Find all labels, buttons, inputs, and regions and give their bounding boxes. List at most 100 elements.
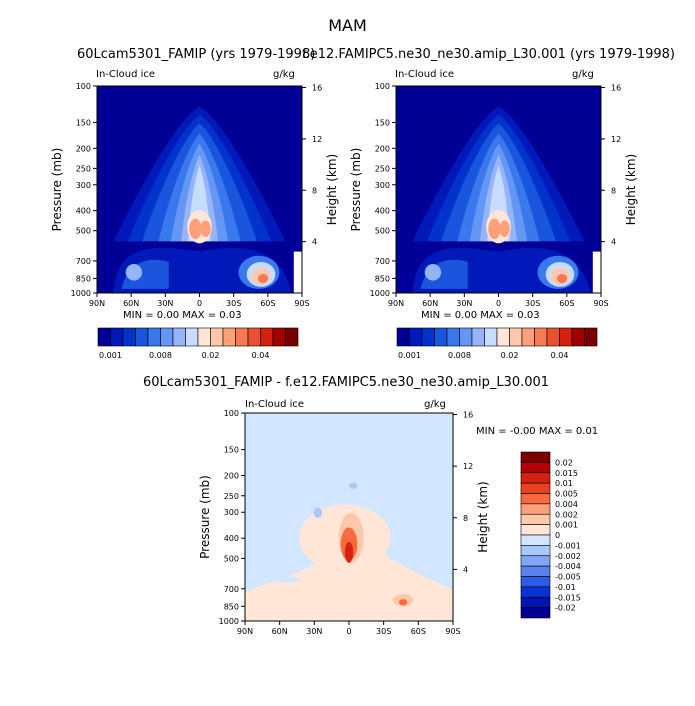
panel1-south-max-4 <box>257 273 269 284</box>
panel1-colorbar-swatch-6 <box>172 327 186 347</box>
panel3-neg-1 <box>313 507 322 519</box>
panel3-ytick-label-2: 200 <box>224 472 239 481</box>
panel1-colorbar-swatch-2 <box>122 327 136 347</box>
panel3-colorbar-label-10: -0.004 <box>555 562 581 571</box>
panel1-ytick-label-3: 250 <box>76 164 91 173</box>
panel2-plot <box>392 85 605 297</box>
panel2-field <box>396 86 601 293</box>
panel2-xtick-label-5: 60S <box>559 299 574 308</box>
panel3-colorbar-swatch-12 <box>520 576 551 588</box>
panel3-xtick-label-5: 60S <box>411 627 426 636</box>
panel3-colorbar-swatch-6 <box>520 513 551 525</box>
panel3-ylabel: Pressure (mb) <box>198 475 212 559</box>
panel2-ytick-label-8: 850 <box>375 274 390 283</box>
panel2-ytick-label-3: 250 <box>375 164 390 173</box>
panel1-colorbar-swatch-8 <box>197 327 211 347</box>
panel2-colorbar-label-2: 0.02 <box>501 351 519 360</box>
panel1-colorbar-swatch-9 <box>210 327 224 347</box>
panel3-ytick-label-7: 700 <box>224 585 239 594</box>
panel3-colorbar-swatch-2 <box>520 472 551 484</box>
panel1-units: g/kg <box>273 69 295 80</box>
panel2-colorbar-swatch-7 <box>484 327 498 347</box>
panel2-colorbar-swatch-8 <box>496 327 510 347</box>
panel2-y2tick-label-0: 16 <box>611 84 621 93</box>
panel1-ylabel: Pressure (mb) <box>50 148 64 232</box>
panel3-field-label: In-Cloud ice <box>245 399 305 410</box>
panel1-xtick-label-5: 60S <box>260 299 275 308</box>
panel2-colorbar-swatch-9 <box>509 327 523 347</box>
panel3-y2tick-label-1: 12 <box>463 462 473 471</box>
panel3-colorbar-label-2: 0.01 <box>555 479 573 488</box>
panel1-colorbar-swatch-10 <box>222 327 236 347</box>
panel3-ytick-label-4: 300 <box>224 508 239 517</box>
panel3-ytick-label-1: 150 <box>224 446 239 455</box>
panel3-colorbar-label-13: -0.015 <box>555 593 581 602</box>
panel2-south-max-4 <box>556 273 568 284</box>
panel2-ytick-label-4: 300 <box>375 181 390 190</box>
panel3-pos-south-core <box>398 599 408 606</box>
panel1-ytick-label-7: 700 <box>76 257 91 266</box>
panel2-y2tick-label-3: 4 <box>611 238 616 247</box>
panel3-colorbar-label-9: -0.002 <box>555 552 581 561</box>
panel3-colorbar-label-7: 0 <box>555 531 560 540</box>
panel2-colorbar-swatch-1 <box>409 327 423 347</box>
panel2-trop-max-3 <box>499 220 510 238</box>
panel1-trop-max-2 <box>189 218 202 240</box>
panel3-xtick-label-0: 90N <box>237 627 253 636</box>
panel2-units: g/kg <box>572 69 594 80</box>
panel1-colorbar-swatch-15 <box>285 327 299 347</box>
panel3-y2tick-label-0: 16 <box>463 411 473 420</box>
panel1-colorbar-swatch-4 <box>147 327 161 347</box>
panel3-colorbar-swatch-15 <box>520 607 551 619</box>
panel2-y2tick-label-1: 12 <box>611 135 621 144</box>
panel1-colorbar-label-3: 0.04 <box>252 351 270 360</box>
panel1-xtick-label-6: 90S <box>294 299 309 308</box>
panel2-colorbar-swatch-0 <box>396 327 410 347</box>
panel1-colorbar-label-2: 0.02 <box>202 351 220 360</box>
panel2-colorbar-swatch-11 <box>534 327 548 347</box>
panel3-xtick-label-2: 30N <box>306 627 322 636</box>
panel2-colorbar-swatch-10 <box>521 327 535 347</box>
panel3-ytick-label-0: 100 <box>224 409 239 418</box>
panel1-ytick-label-6: 500 <box>76 227 91 236</box>
panel1-ytick-label-8: 850 <box>76 274 91 283</box>
panel2-y2tick-label-2: 8 <box>611 186 616 195</box>
panel1-xtick-label-2: 30N <box>157 299 173 308</box>
panel3-colorbar-label-1: 0.015 <box>555 469 578 478</box>
panel3-y2tick-label-3: 4 <box>463 565 468 574</box>
panel1-xtick-label-1: 60N <box>123 299 139 308</box>
panel1-colorbar-swatch-3 <box>135 327 149 347</box>
panel2-ylabel: Pressure (mb) <box>349 148 363 232</box>
panel2-field-label: In-Cloud ice <box>395 69 455 80</box>
panel3-ytick-label-3: 250 <box>224 492 239 501</box>
panel3-colorbar-label-11: -0.005 <box>555 573 581 582</box>
panel1-terrain-mask <box>293 251 302 293</box>
panel3-stats: MIN = -0.00 MAX = 0.01 <box>476 426 599 437</box>
panel3-colorbar-swatch-8 <box>520 534 551 546</box>
panel1-field <box>97 86 302 293</box>
panel1-y2tick-label-1: 12 <box>312 135 322 144</box>
panel2-ytick-label-5: 400 <box>375 207 390 216</box>
panel2-ytick-label-2: 200 <box>375 144 390 153</box>
panel3-colorbar-swatch-0 <box>520 451 551 463</box>
panel2-xtick-label-6: 90S <box>593 299 608 308</box>
panel1-north-max <box>125 264 143 281</box>
panel3-low-gap <box>274 576 300 583</box>
panel2-low-band-north <box>420 259 468 289</box>
panel1-subtitle: 60Lcam5301_FAMIP (yrs 1979-1998) <box>77 47 316 62</box>
panel2-colorbar-swatch-12 <box>546 327 560 347</box>
panel2-xtick-label-1: 60N <box>422 299 438 308</box>
panel2-ytick-label-9: 1000 <box>370 289 390 298</box>
panel2-ytick-label-1: 150 <box>375 118 390 127</box>
panel1-plot <box>93 85 306 297</box>
panel1-colorbar-swatch-1 <box>110 327 124 347</box>
panel2-ytick-label-7: 700 <box>375 257 390 266</box>
panel1-ytick-label-2: 200 <box>76 144 91 153</box>
panel3-y2tick-label-2: 8 <box>463 514 468 523</box>
panel2-xtick-label-0: 90N <box>388 299 404 308</box>
panel1-ytick-label-9: 1000 <box>71 289 91 298</box>
panel1-colorbar-swatch-13 <box>260 327 274 347</box>
panel2-xtick-label-3: 0 <box>496 299 501 308</box>
panel1-low-band-north <box>121 259 169 289</box>
panel1-colorbar-swatch-14 <box>272 327 286 347</box>
